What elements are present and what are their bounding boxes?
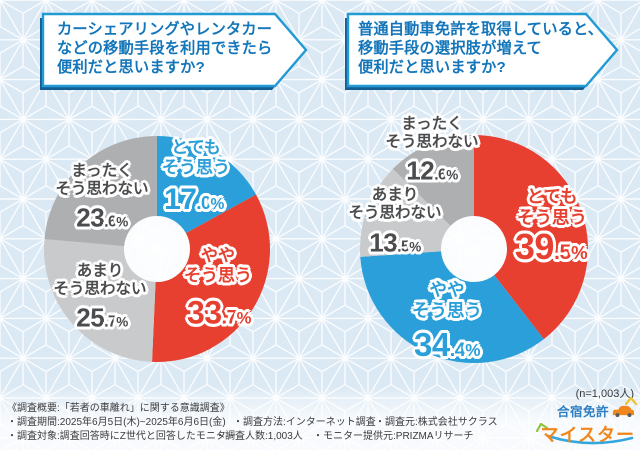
slice-label-left-yaya: やや そう思う (184, 245, 252, 285)
footer-item-method: ・調査方法:インターネット調査 (233, 417, 376, 428)
swoosh-underline (546, 434, 634, 445)
pie-slice-1 (360, 251, 544, 363)
accent-caret-yellow (625, 397, 637, 405)
pie-slice-0 (474, 135, 588, 340)
pie-slice-2 (43, 239, 156, 362)
slice-label-left-totemo: とても そう思う (162, 137, 230, 177)
question-text-left: カーシェアリングやレンタカー などの移動手段を利用できたら 便利だと思いますか? (57, 21, 273, 76)
donut-chart-left (43, 136, 270, 362)
brand-logo: 合宿免許 マイスター (536, 397, 637, 447)
question-box-right (345, 12, 619, 90)
slice-percent-left-mattaku: 23.6% (76, 202, 128, 233)
accent-caret-green (536, 423, 548, 432)
question-box-left-frame (41, 12, 308, 88)
slice-label-right-amari: あまり そう思わない (348, 186, 442, 222)
question-box-right-frame (346, 12, 619, 88)
pie-slice-1 (152, 194, 270, 362)
footer-item-count: ・調査人数:1,003人 (215, 431, 303, 442)
slice-label-right-totemo: とても そう思う (517, 186, 587, 227)
brand-name-line1: 合宿免許 (556, 405, 609, 419)
car-icon (612, 405, 635, 417)
slice-percent-right-yaya: 34.4% (414, 326, 480, 363)
footer-survey-title: 《調査概要:「若者の車離れ」に関する意識調査》 (7, 403, 230, 414)
sample-size-note: (n=1,003人) (575, 388, 634, 400)
brand-name-line2: マイスター (540, 425, 635, 445)
pie-slice-2 (360, 168, 451, 257)
slice-label-right-mattaku: まったく そう思わない (385, 115, 479, 151)
pie-slice-3 (44, 136, 157, 247)
question-box-left (40, 12, 308, 90)
footer-item-monitor: ・モニター提供元:PRIZMAリサーチ (313, 431, 474, 442)
footer-item-target: ・調査対象:調査回答時にZ世代と回答したモニター (7, 431, 236, 442)
pie-slice-0 (157, 136, 257, 234)
slice-label-right-yaya: やや そう思う (412, 279, 482, 320)
footer-item-period: ・調査期間:2025年6月5日(木)~2025年6月6日(金) (7, 417, 226, 428)
slice-percent-left-yaya: 33.7% (187, 294, 251, 331)
slice-percent-right-totemo: 39.5% (514, 226, 588, 267)
slice-percent-right-mattaku: 12.6% (406, 155, 458, 186)
slice-percent-left-amari: 25.7% (76, 302, 128, 333)
footer-item-source: ・調査元:株式会社サクラス (375, 417, 498, 428)
slice-percent-left-totemo: 17.0% (164, 183, 224, 216)
pie-slice-3 (392, 135, 474, 226)
slice-label-left-mattaku: まったく そう思わない (55, 162, 149, 198)
slice-percent-right-amari: 13.5% (369, 227, 421, 258)
slice-label-left-amari: あまり そう思わない (53, 262, 147, 298)
brand-logo-top: 合宿免許 (540, 401, 635, 420)
donut-chart-right (360, 135, 588, 363)
question-text-right: 普通自動車免許を取得していると、 移動手段の選択肢が増えて 便利だと思いますか? (358, 21, 604, 76)
